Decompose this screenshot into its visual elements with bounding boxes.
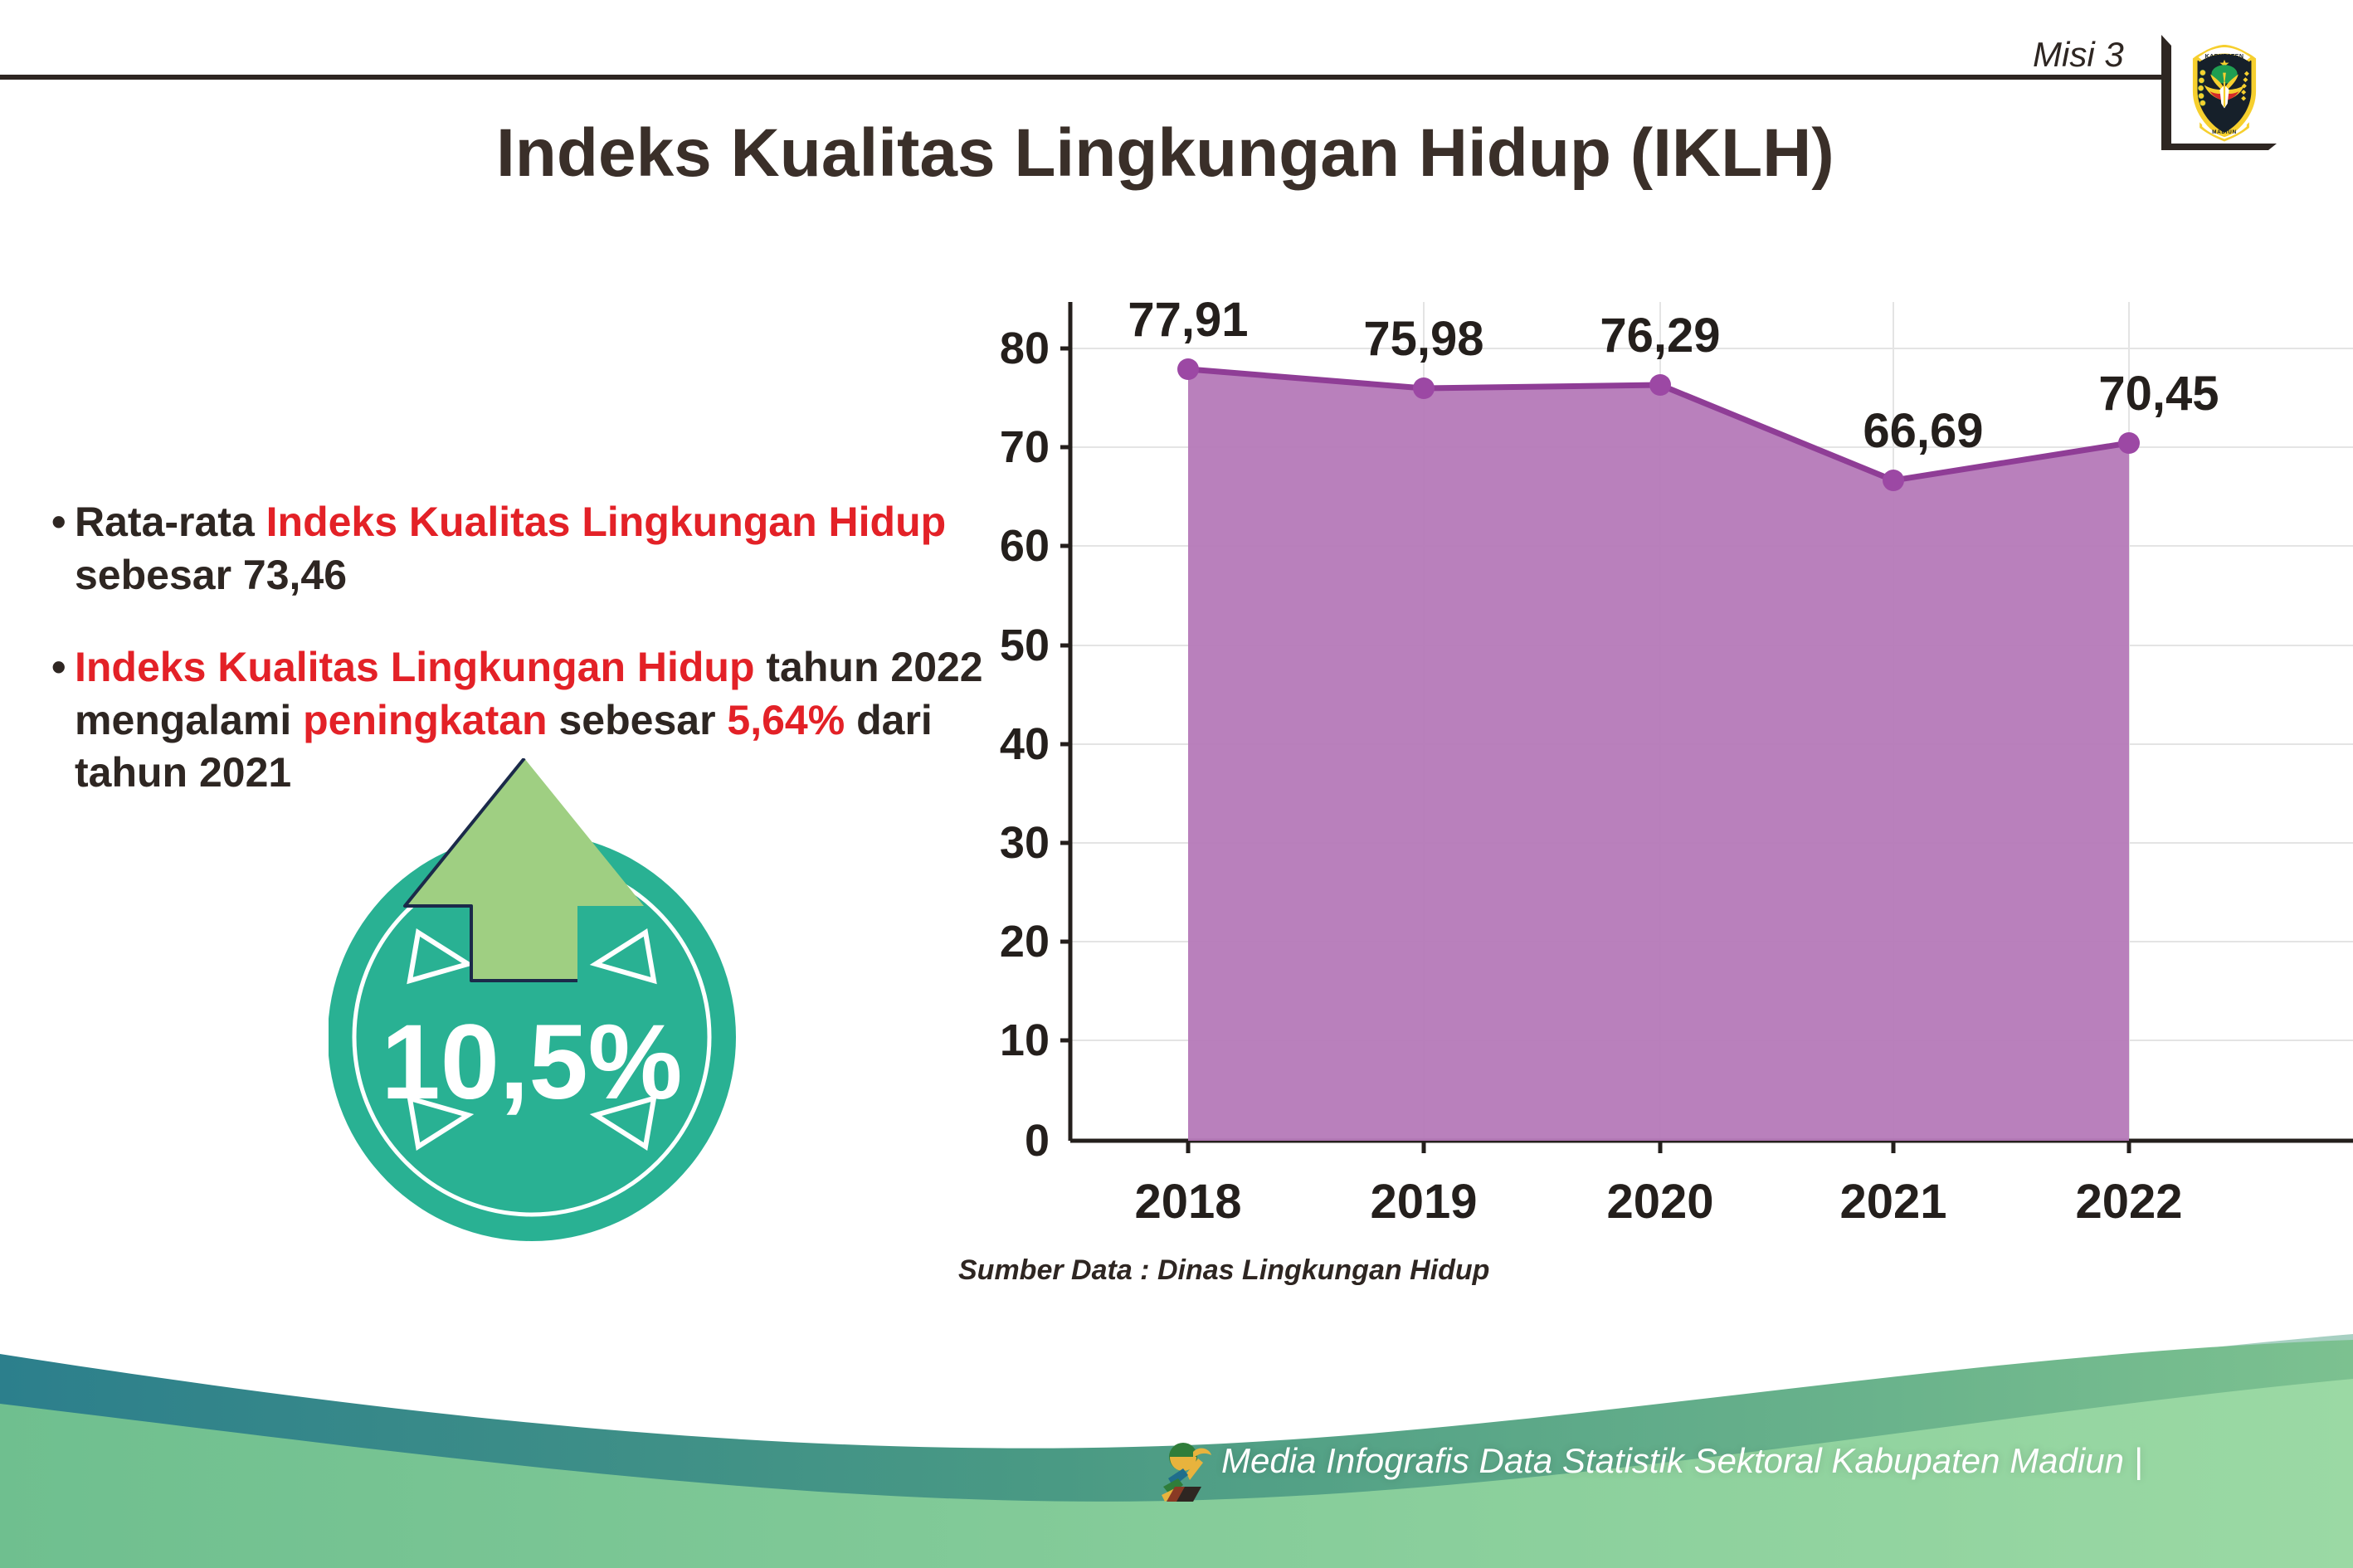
svg-text:60: 60: [1000, 521, 1050, 571]
svg-text:70,45: 70,45: [2098, 367, 2219, 421]
svg-text:66,69: 66,69: [1863, 404, 1983, 458]
svg-text:2021: 2021: [1839, 1175, 1946, 1229]
svg-text:10,5%: 10,5%: [382, 1003, 683, 1122]
svg-text:2018: 2018: [1134, 1175, 1241, 1229]
svg-text:70: 70: [1000, 422, 1050, 472]
svg-text:MADIUN: MADIUN: [2212, 129, 2237, 135]
svg-text:30: 30: [1000, 818, 1050, 868]
svg-text:2022: 2022: [2075, 1175, 2182, 1229]
svg-text:77,91: 77,91: [1128, 293, 1248, 347]
svg-text:50: 50: [1000, 621, 1050, 670]
svg-text:2020: 2020: [1606, 1175, 1713, 1229]
svg-text:40: 40: [1000, 719, 1050, 769]
svg-text:76,29: 76,29: [1600, 309, 1720, 363]
svg-text:KABUPATEN: KABUPATEN: [2205, 53, 2244, 60]
svg-text:2019: 2019: [1370, 1175, 1477, 1229]
svg-text:0: 0: [1025, 1116, 1050, 1166]
svg-text:80: 80: [1000, 324, 1050, 373]
svg-text:75,98: 75,98: [1363, 312, 1483, 366]
svg-text:10: 10: [1000, 1015, 1050, 1065]
svg-text:20: 20: [1000, 917, 1050, 967]
